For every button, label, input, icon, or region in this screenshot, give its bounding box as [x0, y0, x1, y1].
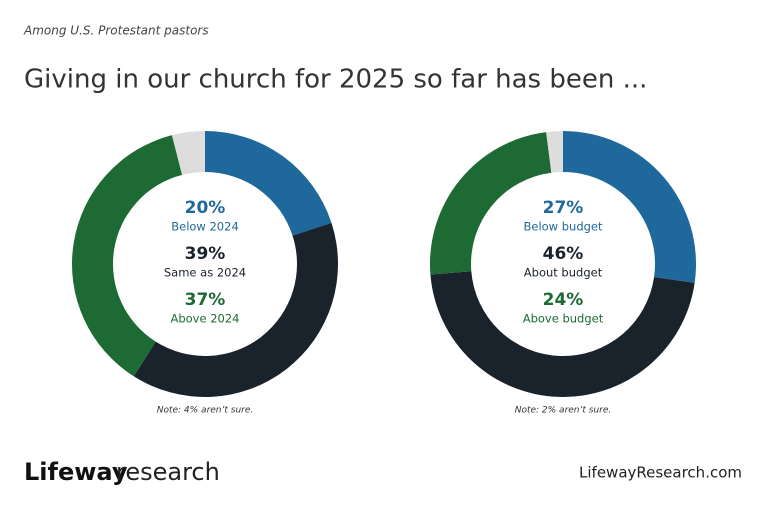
donut-segment [171, 131, 205, 175]
value-label: 46% [543, 244, 584, 264]
category-label: Below budget [523, 220, 603, 234]
title: Giving in our church for 2025 so far has… [24, 65, 647, 95]
logo-name: Lifeway [24, 458, 128, 486]
category-label: Below 2024 [171, 220, 239, 234]
value-label: 27% [543, 198, 584, 218]
donut-segment [429, 132, 552, 275]
donut-segment [546, 131, 563, 173]
donut-segment [133, 222, 338, 398]
category-label: Above budget [523, 312, 604, 326]
donut-segment [563, 131, 696, 283]
donut-segment [72, 135, 183, 377]
logo-word: research [116, 458, 220, 486]
donut-segment [205, 131, 332, 236]
value-label: 37% [185, 290, 226, 310]
value-label: 39% [185, 244, 226, 264]
site-url: LifewayResearch.com [579, 464, 742, 482]
category-label: Above 2024 [170, 312, 239, 326]
value-label: 20% [185, 198, 226, 218]
value-label: 24% [543, 290, 584, 310]
category-label: About budget [524, 266, 603, 280]
category-label: Same as 2024 [164, 266, 246, 280]
note: Note: 4% aren’t sure. [157, 406, 254, 416]
subtitle: Among U.S. Protestant pastors [23, 24, 209, 38]
donut-segment [430, 271, 695, 398]
note: Note: 2% aren’t sure. [515, 406, 612, 416]
